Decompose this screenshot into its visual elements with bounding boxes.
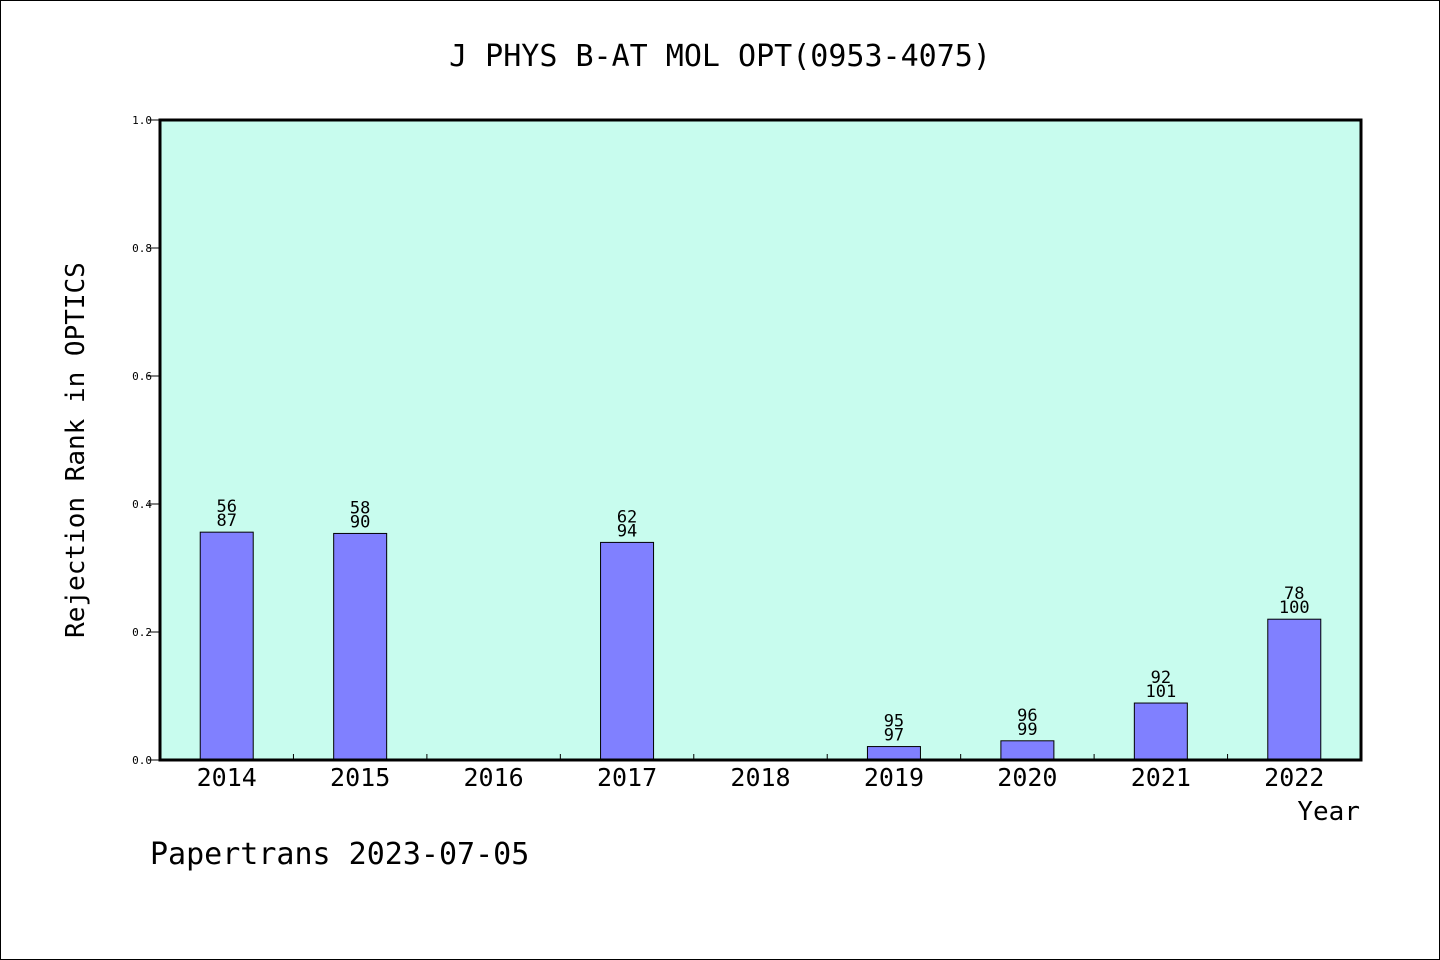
bar-2014 <box>199 531 254 761</box>
y-tick-label: 0.0 <box>132 754 152 767</box>
bar-label-total: 97 <box>884 726 904 746</box>
x-tick-label: 2017 <box>597 763 657 792</box>
x-tick-label: 2016 <box>464 763 524 792</box>
y-tick-label: 0.8 <box>132 242 152 255</box>
bar-label-rejection: 56 <box>216 497 236 517</box>
bar-label-total: 100 <box>1279 598 1310 618</box>
x-tick-label: 2020 <box>997 763 1057 792</box>
bars <box>199 531 1322 761</box>
x-tick-label: 2015 <box>330 763 390 792</box>
bar-2022 <box>1267 618 1322 761</box>
y-tick-label: 0.2 <box>132 626 152 639</box>
bar-label-total: 87 <box>216 511 236 531</box>
bar-label-rejection: 96 <box>1017 706 1037 726</box>
chart-title: J PHYS B-AT MOL OPT(0953-4075) <box>449 39 991 74</box>
y-axis-label: Rejection Rank in OPTICS <box>61 262 91 638</box>
y-tick-label: 1.0 <box>132 114 152 127</box>
x-tick-label: 2014 <box>197 763 257 792</box>
bar-2019 <box>866 746 921 761</box>
x-tick-label: 2021 <box>1131 763 1191 792</box>
bar-2020 <box>1000 740 1055 761</box>
bar-label-total: 90 <box>350 512 370 532</box>
y-axis: 0.0 0.2 0.4 0.6 0.8 1.0 <box>132 114 160 767</box>
bar-label-total: 99 <box>1017 720 1037 740</box>
bar-label-rejection: 58 <box>350 498 370 518</box>
x-tick-label: 2022 <box>1264 763 1324 792</box>
y-tick-label: 0.6 <box>132 370 152 383</box>
bar-label-rejection: 62 <box>617 507 637 527</box>
bar-label-rejection: 95 <box>884 712 904 732</box>
x-tick-label: 2018 <box>730 763 790 792</box>
x-axis: 2014 2015 2016 2017 2018 2019 2020 2021 2022 <box>197 754 1324 792</box>
bar-label-total: 94 <box>617 521 637 541</box>
bar-label-rejection: 78 <box>1284 584 1304 604</box>
bar-2021 <box>1133 702 1188 761</box>
y-tick-label: 0.4 <box>132 498 152 511</box>
x-axis-label: Year <box>1297 797 1360 827</box>
plot-border <box>158 118 1363 762</box>
bar-label-total: 101 <box>1145 682 1176 702</box>
x-tick-label: 2019 <box>864 763 924 792</box>
bar-label-rejection: 92 <box>1151 668 1171 688</box>
footer-text: Papertrans 2023-07-05 <box>150 837 529 872</box>
bar-2017 <box>600 541 655 761</box>
bar-2015 <box>333 532 388 761</box>
